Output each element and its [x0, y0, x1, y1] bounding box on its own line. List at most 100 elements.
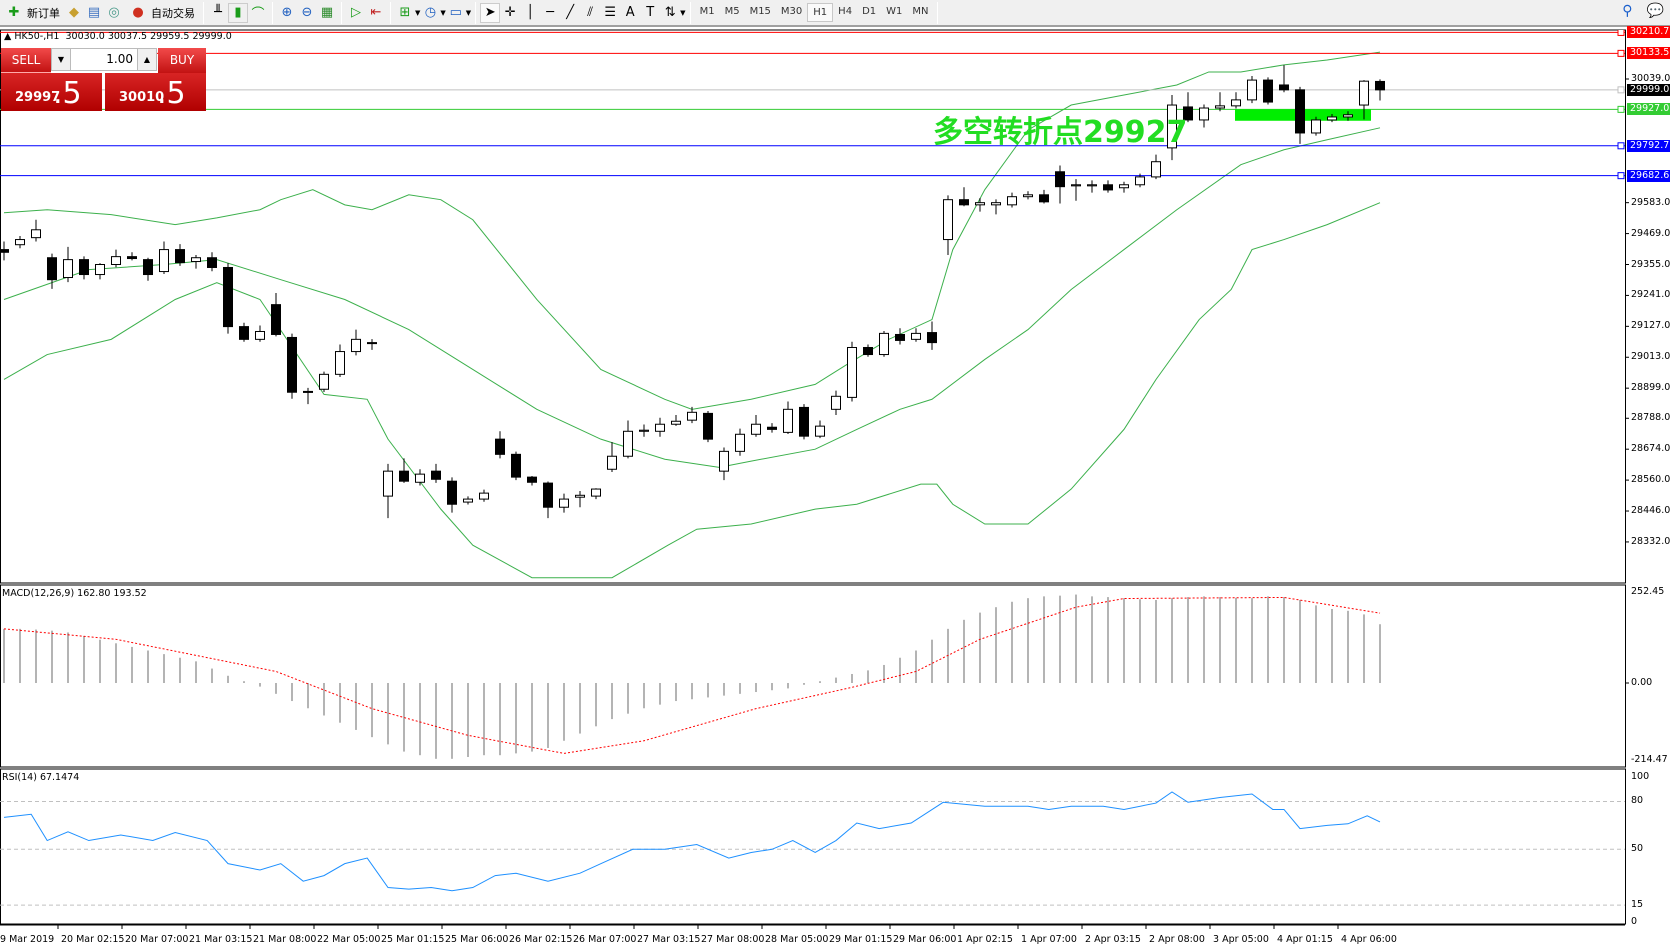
candle: [943, 195, 953, 256]
line-chart-icon[interactable]: ⌒: [251, 7, 265, 22]
search-icon[interactable]: ⚲: [1622, 3, 1633, 19]
toolbar-separator: [475, 1, 477, 24]
timeframe-m30[interactable]: M30: [780, 6, 803, 17]
candle-body: [1215, 105, 1225, 109]
candle: [31, 219, 41, 242]
cursor-icon[interactable]: ➤: [480, 2, 501, 23]
auto-trading-button[interactable]: ● 自动交易: [124, 1, 199, 25]
fibonacci-icon[interactable]: ☰: [604, 5, 616, 20]
zoom-in-icon[interactable]: ⊕: [281, 5, 293, 20]
candle: [127, 252, 137, 261]
candle: [671, 415, 681, 426]
candle-body: [1167, 104, 1177, 149]
candle-body: [303, 390, 313, 393]
rsi-label: RSI(14) 67.1474: [2, 772, 80, 783]
auto-scroll-icon[interactable]: ▷: [351, 5, 361, 20]
indicators-icon[interactable]: ⊞: [399, 5, 411, 20]
candle: [1375, 79, 1385, 101]
candle: [1263, 77, 1273, 105]
candle-body: [591, 488, 601, 497]
candle-body: [959, 199, 969, 206]
candle: [287, 333, 297, 399]
zoom-out-icon[interactable]: ⊖: [301, 5, 313, 20]
timeframe-w1[interactable]: W1: [886, 6, 903, 17]
tile-windows-icon[interactable]: ▦: [320, 5, 334, 20]
rsi-line: [3, 791, 1381, 892]
level-handle: [1617, 49, 1625, 57]
candle-body: [447, 480, 457, 505]
timeframe-h4[interactable]: H4: [838, 6, 853, 17]
candle: [623, 420, 633, 459]
candle: [655, 417, 665, 437]
bar-chart-icon[interactable]: ╨: [214, 5, 222, 20]
candle: [1183, 92, 1193, 123]
chat-icon[interactable]: 💬: [1646, 3, 1664, 19]
timeframe-m5[interactable]: M5: [724, 6, 740, 17]
volume-stepper[interactable]: ▼ 1.00 ▲: [51, 48, 157, 71]
timeframe-m1[interactable]: M1: [699, 6, 715, 17]
dropdown-arrow-icon[interactable]: ▼: [465, 8, 472, 17]
candlestick-chart-icon[interactable]: ▮: [228, 2, 248, 23]
crosshair-icon[interactable]: ✛: [504, 5, 516, 20]
dropdown-arrow-icon[interactable]: ▼: [440, 8, 446, 17]
candle-body: [671, 420, 681, 425]
candle-body: [879, 332, 889, 356]
timeframe-d1[interactable]: D1: [862, 6, 877, 17]
candle: [1215, 92, 1225, 112]
increase-volume-icon[interactable]: ▲: [143, 55, 151, 64]
candle: [703, 410, 713, 443]
horizontal-line-icon[interactable]: ─: [546, 5, 555, 20]
turning-point-annotation[interactable]: 多空转折点29927: [933, 115, 1188, 150]
trendline-icon[interactable]: ╱: [566, 5, 575, 20]
new-order-button[interactable]: ✚ 新订单: [0, 1, 64, 25]
candle: [575, 490, 585, 508]
sell-price-button[interactable]: 29997 .5: [1, 73, 102, 111]
new-order-icon: ✚: [8, 5, 20, 20]
candle-body: [1087, 184, 1097, 187]
price-axis-label: 29013.0: [1631, 351, 1670, 363]
candle-body: [47, 257, 57, 281]
macd-label: MACD(12,26,9) 162.80 193.52: [2, 588, 147, 599]
chart-shift-icon[interactable]: ⇤: [370, 5, 382, 20]
candle: [767, 423, 777, 433]
candle: [831, 390, 841, 416]
dropdown-arrow-icon[interactable]: ▼: [415, 8, 421, 17]
market-watch-icon[interactable]: ◆: [69, 5, 79, 20]
text-label-icon[interactable]: T: [646, 5, 655, 20]
signals-icon[interactable]: ◎: [108, 5, 120, 20]
rsi-axis-label: 100: [1631, 771, 1650, 782]
timeframe-h1[interactable]: H1: [807, 3, 834, 22]
candle-body: [383, 470, 393, 497]
candle: [719, 447, 729, 481]
arrows-icon[interactable]: ⇅: [664, 5, 676, 20]
candle-body: [239, 326, 249, 340]
buy-price-button[interactable]: 30010 .5: [105, 73, 206, 111]
dropdown-arrow-icon[interactable]: ▼: [680, 8, 686, 17]
equidistant-channel-icon[interactable]: ⫽: [587, 5, 594, 20]
candle: [175, 244, 185, 266]
decrease-volume-icon[interactable]: ▼: [57, 55, 65, 64]
candle-body: [687, 411, 697, 421]
candle-body: [1071, 184, 1081, 187]
text-icon[interactable]: A: [625, 5, 635, 20]
navigator-icon[interactable]: ▤: [87, 5, 101, 20]
price-axis-label: 29355.0: [1631, 258, 1670, 270]
candle: [639, 424, 649, 437]
candle: [1247, 76, 1257, 104]
candle: [927, 321, 937, 350]
candle-body: [799, 406, 809, 437]
timeframe-m15[interactable]: M15: [749, 6, 771, 17]
vertical-line-icon[interactable]: │: [526, 5, 535, 20]
periods-clock-icon[interactable]: ◷: [424, 5, 437, 20]
time-axis-label: 22 Mar 05:00: [317, 934, 381, 945]
buy-button[interactable]: BUY: [158, 48, 206, 73]
sell-button[interactable]: SELL: [1, 48, 51, 73]
timeframe-mn[interactable]: MN: [912, 6, 929, 17]
templates-icon[interactable]: ▭: [449, 5, 462, 20]
volume-input[interactable]: 1.00: [70, 49, 138, 70]
candle-body: [495, 438, 505, 455]
time-axis-label: 25 Mar 06:00: [445, 934, 509, 945]
chart-area[interactable]: [0, 27, 1670, 949]
candle-body: [1343, 114, 1353, 118]
candle: [1023, 191, 1033, 200]
